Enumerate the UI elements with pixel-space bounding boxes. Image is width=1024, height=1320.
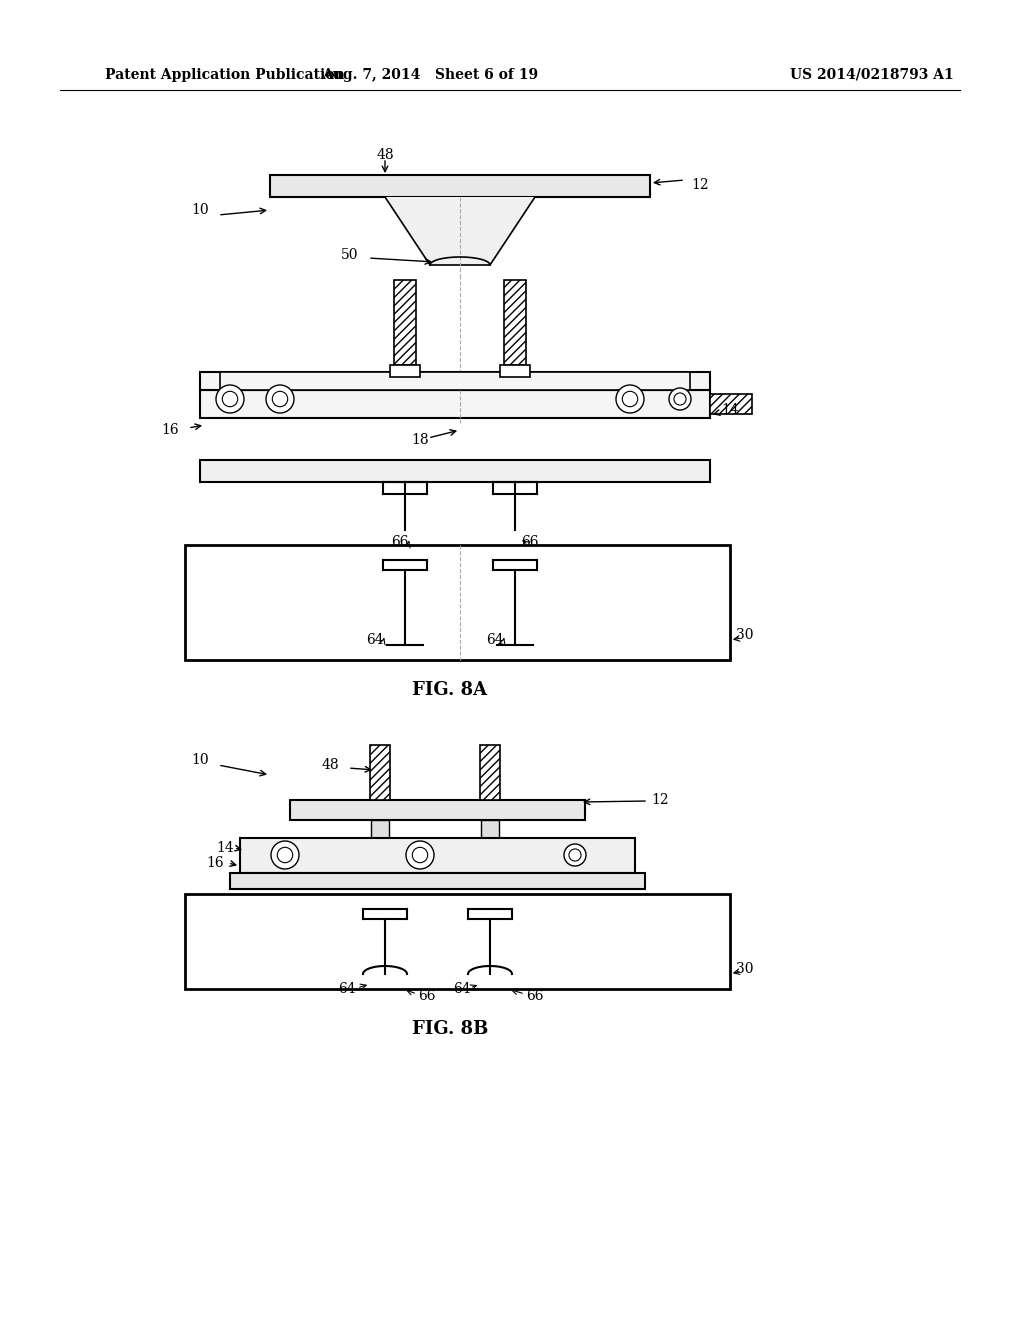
Text: 64: 64: [367, 634, 384, 647]
Bar: [394, 280, 416, 366]
Bar: [290, 800, 585, 820]
PathPatch shape: [385, 197, 535, 265]
Circle shape: [266, 385, 294, 413]
Bar: [370, 744, 390, 800]
Text: 18: 18: [412, 433, 429, 447]
Text: 12: 12: [691, 178, 709, 191]
Bar: [240, 838, 635, 873]
Text: 30: 30: [736, 628, 754, 642]
Text: 48: 48: [322, 758, 339, 772]
Text: 14: 14: [216, 841, 233, 855]
Bar: [200, 372, 710, 389]
Text: FIG. 8A: FIG. 8A: [413, 681, 487, 700]
Bar: [500, 366, 530, 378]
Text: 66: 66: [391, 535, 409, 549]
Text: 16: 16: [161, 422, 179, 437]
Circle shape: [271, 841, 299, 869]
Bar: [230, 873, 645, 888]
Text: 50: 50: [341, 248, 358, 261]
Circle shape: [616, 385, 644, 413]
Text: 64: 64: [338, 982, 355, 997]
Text: 66: 66: [521, 535, 539, 549]
Circle shape: [669, 388, 691, 411]
Bar: [390, 366, 420, 378]
Text: 10: 10: [191, 752, 209, 767]
Text: US 2014/0218793 A1: US 2014/0218793 A1: [790, 69, 953, 82]
Circle shape: [413, 847, 428, 863]
Bar: [504, 280, 526, 366]
Circle shape: [674, 393, 686, 405]
Text: 10: 10: [191, 203, 209, 216]
Circle shape: [406, 841, 434, 869]
Bar: [270, 176, 650, 197]
Text: Aug. 7, 2014   Sheet 6 of 19: Aug. 7, 2014 Sheet 6 of 19: [322, 69, 538, 82]
Text: 48: 48: [376, 148, 394, 162]
Circle shape: [278, 847, 293, 863]
Bar: [220, 372, 690, 389]
Circle shape: [564, 843, 586, 866]
Circle shape: [623, 391, 638, 407]
Text: 12: 12: [651, 793, 669, 807]
Bar: [185, 545, 730, 660]
Text: Patent Application Publication: Patent Application Publication: [105, 69, 345, 82]
Circle shape: [569, 849, 581, 861]
Bar: [481, 820, 499, 838]
Text: 64: 64: [486, 634, 504, 647]
Text: 66: 66: [526, 989, 544, 1003]
Text: 64: 64: [454, 982, 471, 997]
Circle shape: [272, 391, 288, 407]
Bar: [200, 389, 710, 418]
Text: FIG. 8B: FIG. 8B: [412, 1020, 488, 1038]
Bar: [371, 820, 389, 838]
Circle shape: [222, 391, 238, 407]
Text: 66: 66: [418, 989, 436, 1003]
Circle shape: [216, 385, 244, 413]
Bar: [185, 894, 730, 989]
Text: 16: 16: [206, 855, 224, 870]
Bar: [710, 393, 752, 414]
Bar: [200, 459, 710, 482]
Bar: [480, 744, 500, 800]
Text: 30: 30: [736, 962, 754, 975]
Text: 14: 14: [721, 403, 739, 417]
